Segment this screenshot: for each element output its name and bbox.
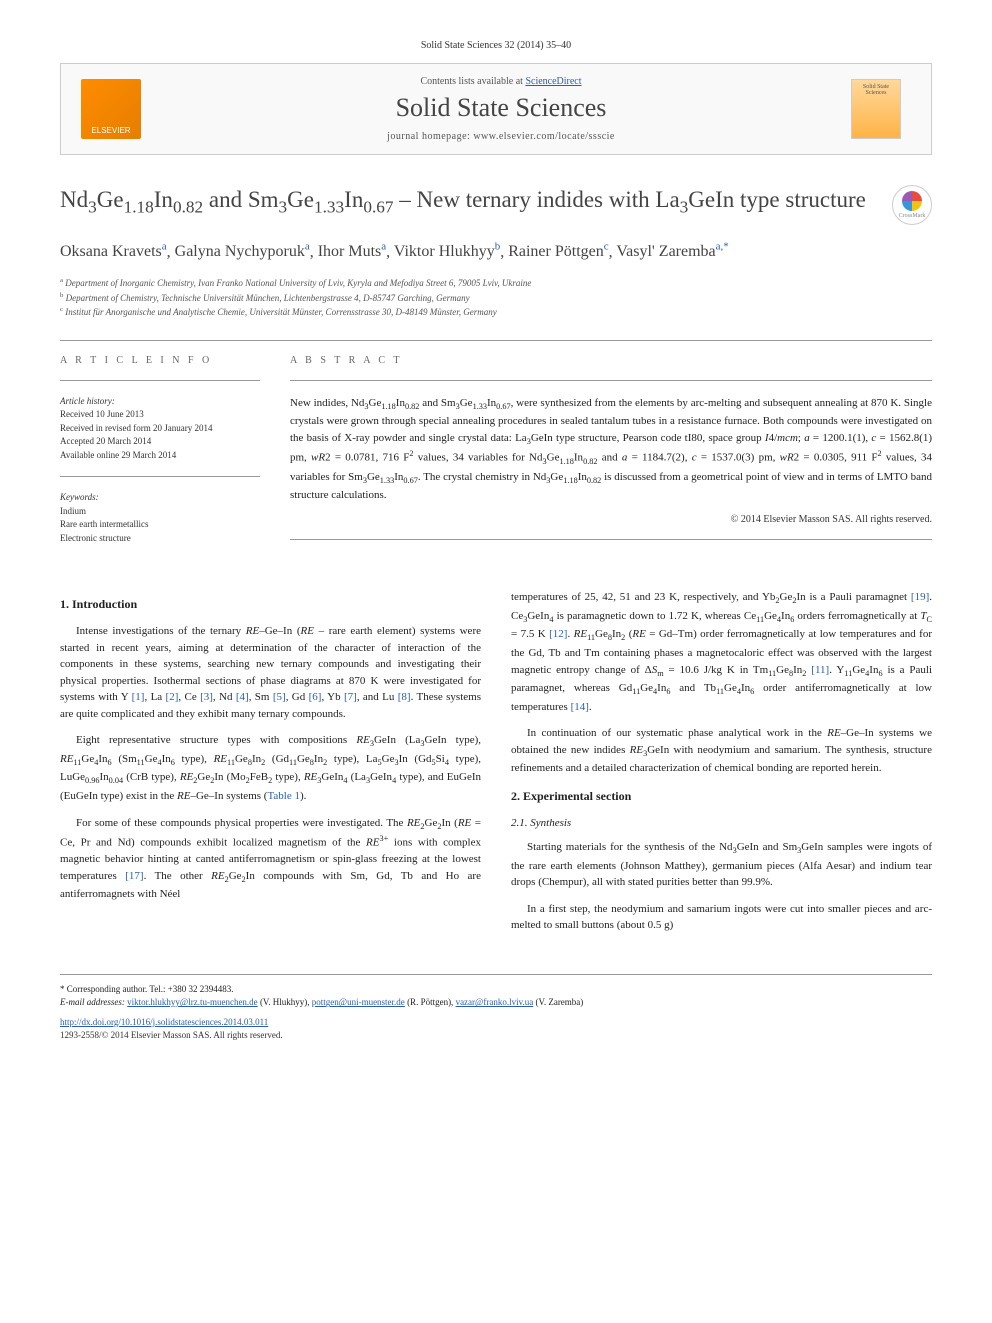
section-2-heading: 2. Experimental section bbox=[511, 787, 932, 805]
elsevier-logo: ELSEVIER bbox=[81, 79, 141, 139]
paragraph: Starting materials for the synthesis of … bbox=[511, 839, 932, 891]
abstract-copyright: © 2014 Elsevier Masson SAS. All rights r… bbox=[290, 514, 932, 525]
keyword: Electronic structure bbox=[60, 532, 260, 546]
sciencedirect-link[interactable]: ScienceDirect bbox=[525, 76, 581, 87]
keywords-label: Keywords: bbox=[60, 491, 260, 505]
right-column: temperatures of 25, 42, 51 and 23 K, res… bbox=[511, 589, 932, 943]
paragraph: Intense investigations of the ternary RE… bbox=[60, 623, 481, 722]
divider bbox=[60, 476, 260, 477]
history-item: Received in revised form 20 January 2014 bbox=[60, 422, 260, 436]
divider bbox=[60, 380, 260, 381]
author-affil-sup: b bbox=[495, 241, 501, 253]
divider bbox=[290, 539, 932, 540]
article-info: A R T I C L E I N F O Article history: R… bbox=[60, 355, 260, 560]
history-block: Article history: Received 10 June 2013Re… bbox=[60, 395, 260, 463]
email-line: E-mail addresses: viktor.hlukhyy@lrz.tu-… bbox=[60, 996, 932, 1010]
footer: * Corresponding author. Tel.: +380 32 23… bbox=[60, 974, 932, 1043]
paragraph: temperatures of 25, 42, 51 and 23 K, res… bbox=[511, 589, 932, 715]
doi[interactable]: http://dx.doi.org/10.1016/j.solidstatesc… bbox=[60, 1016, 932, 1030]
email-link[interactable]: vazar@franko.lviv.ua bbox=[456, 997, 534, 1007]
author: Vasyl' Zarembaa,* bbox=[616, 243, 728, 260]
affiliation: b Department of Chemistry, Technische Un… bbox=[60, 291, 932, 306]
email-link[interactable]: pottgen@uni-muenster.de bbox=[312, 997, 405, 1007]
email-link[interactable]: viktor.hlukhyy@lrz.tu-muenchen.de bbox=[127, 997, 258, 1007]
abstract-text: New indides, Nd3Ge1.18In0.82 and Sm3Ge1.… bbox=[290, 395, 932, 504]
paragraph: In a first step, the neodymium and samar… bbox=[511, 901, 932, 934]
corresponding-author: * Corresponding author. Tel.: +380 32 23… bbox=[60, 983, 932, 997]
subsection-2-1-heading: 2.1. Synthesis bbox=[511, 815, 932, 832]
divider bbox=[290, 380, 932, 381]
author-affil-sup: a bbox=[162, 241, 167, 253]
author: Oksana Kravetsa bbox=[60, 243, 167, 260]
affiliations: a Department of Inorganic Chemistry, Iva… bbox=[60, 276, 932, 320]
keyword: Indium bbox=[60, 505, 260, 519]
affiliation: a Department of Inorganic Chemistry, Iva… bbox=[60, 276, 932, 291]
homepage-url: www.elsevier.com/locate/ssscie bbox=[473, 131, 615, 142]
journal-cover-icon: Solid State Sciences bbox=[851, 79, 901, 139]
keywords-block: Keywords: IndiumRare earth intermetallic… bbox=[60, 491, 260, 545]
author-affil-sup: c bbox=[604, 241, 609, 253]
left-column: 1. Introduction Intense investigations o… bbox=[60, 589, 481, 943]
history-item: Received 10 June 2013 bbox=[60, 408, 260, 422]
title-row: Nd3Ge1.18In0.82 and Sm3Ge1.33In0.67 – Ne… bbox=[60, 185, 932, 225]
crossmark-icon bbox=[902, 191, 922, 211]
article-title: Nd3Ge1.18In0.82 and Sm3Ge1.33In0.67 – Ne… bbox=[60, 185, 872, 219]
publisher-logo-wrap: ELSEVIER bbox=[81, 79, 151, 139]
citation: Solid State Sciences 32 (2014) 35–40 bbox=[421, 40, 571, 51]
contents-line: Contents lists available at ScienceDirec… bbox=[151, 76, 851, 87]
abstract-heading: A B S T R A C T bbox=[290, 355, 932, 366]
paragraph: For some of these compounds physical pro… bbox=[60, 815, 481, 903]
author: Viktor Hlukhyyb bbox=[394, 243, 500, 260]
body-columns: 1. Introduction Intense investigations o… bbox=[60, 589, 932, 943]
author: Galyna Nychyporuka bbox=[175, 243, 310, 260]
authors: Oksana Kravetsa, Galyna Nychyporuka, Iho… bbox=[60, 239, 932, 264]
journal-banner: ELSEVIER Contents lists available at Sci… bbox=[60, 63, 932, 155]
section-1-heading: 1. Introduction bbox=[60, 595, 481, 613]
journal-name: Solid State Sciences bbox=[151, 93, 851, 123]
banner-center: Contents lists available at ScienceDirec… bbox=[151, 76, 851, 142]
history-item: Available online 29 March 2014 bbox=[60, 449, 260, 463]
history-label: Article history: bbox=[60, 395, 260, 409]
author-affil-sup: a,* bbox=[716, 241, 729, 253]
author: Ihor Mutsa bbox=[318, 243, 386, 260]
author-affil-sup: a bbox=[305, 241, 310, 253]
keyword: Rare earth intermetallics bbox=[60, 518, 260, 532]
crossmark-badge[interactable]: CrossMark bbox=[892, 185, 932, 225]
author-affil-sup: a bbox=[381, 241, 386, 253]
paragraph: Eight representative structure types wit… bbox=[60, 732, 481, 804]
issn-copyright: 1293-2558/© 2014 Elsevier Masson SAS. Al… bbox=[60, 1029, 932, 1043]
author: Rainer Pöttgenc bbox=[508, 243, 608, 260]
info-heading: A R T I C L E I N F O bbox=[60, 355, 260, 366]
abstract: A B S T R A C T New indides, Nd3Ge1.18In… bbox=[290, 355, 932, 560]
cover-wrap: Solid State Sciences bbox=[851, 79, 911, 139]
homepage-line: journal homepage: www.elsevier.com/locat… bbox=[151, 131, 851, 142]
info-abstract-row: A R T I C L E I N F O Article history: R… bbox=[60, 355, 932, 560]
history-item: Accepted 20 March 2014 bbox=[60, 435, 260, 449]
page-header: Solid State Sciences 32 (2014) 35–40 bbox=[60, 40, 932, 51]
paragraph: In continuation of our systematic phase … bbox=[511, 725, 932, 777]
divider bbox=[60, 340, 932, 341]
affiliation: c Institut für Anorganische und Analytis… bbox=[60, 305, 932, 320]
